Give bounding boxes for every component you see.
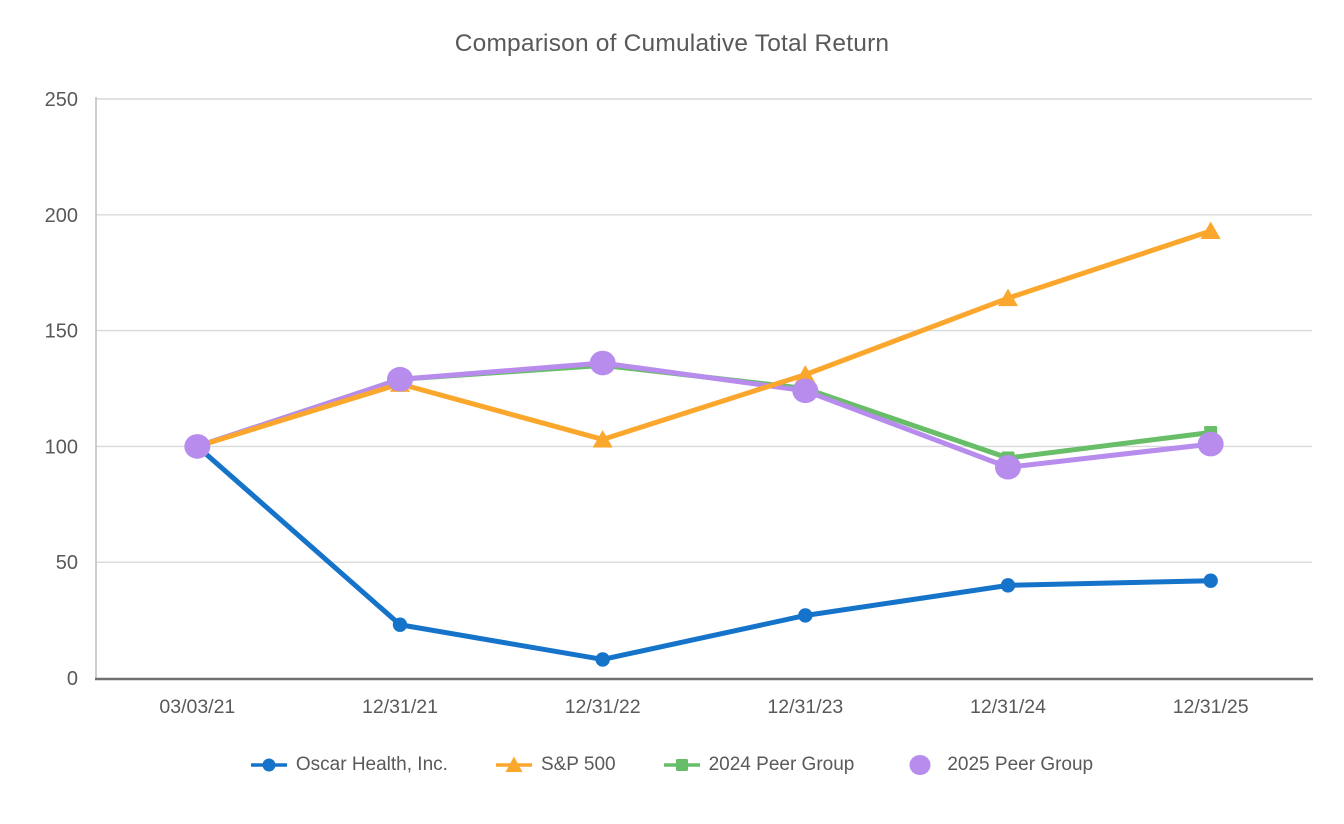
- y-tick-label-150: 150: [45, 321, 78, 343]
- marker-oscar-health-inc-12-31-23: [798, 608, 813, 623]
- series-line-s-p-500: [194, 228, 1214, 449]
- marker-s-p-500-12-31-24: [998, 288, 1018, 307]
- y-tick-label-100: 100: [45, 436, 78, 458]
- marker-s-p-500-12-31-25: [1200, 221, 1221, 240]
- y-tick-label-250: 250: [45, 89, 78, 111]
- marker-2025-peer-group-12-31-23: [792, 378, 819, 404]
- marker-2025-peer-group-12-31-25: [1197, 431, 1224, 457]
- marker-oscar-health-inc-12-31-22: [595, 652, 610, 667]
- y-tick-label-200: 200: [45, 205, 78, 227]
- legend-item-2025-peer-group: 2025 Peer Group: [902, 753, 1093, 777]
- legend-item-2024-peer-group: 2024 Peer Group: [663, 753, 855, 777]
- y-tick-label-0: 0: [67, 668, 78, 690]
- legend-label-oscar-health-inc: Oscar Health, Inc.: [295, 754, 448, 775]
- marker-oscar-health-inc-12-31-21: [392, 617, 408, 632]
- legend-marker-oscar-health-inc-icon: [250, 758, 287, 772]
- chart-title: Comparison of Cumulative Total Return: [454, 30, 890, 57]
- y-tick-label-50: 50: [56, 552, 78, 574]
- chart-legend: Oscar Health, Inc. S&P 500 2024 Peer Group…: [0, 753, 1344, 777]
- x-tick-label-12-31-25: 12/31/25: [1173, 696, 1249, 718]
- marker-s-p-500-12-31-22: [592, 429, 613, 448]
- marker-2025-peer-group-03-03-21: [184, 434, 211, 459]
- x-tick-label-12-31-24: 12/31/24: [970, 696, 1046, 718]
- marker-2025-peer-group-12-31-22: [589, 350, 616, 376]
- legend-item-s-p-500: S&P 500: [495, 753, 616, 777]
- legend-label-s-p-500: S&P 500: [540, 754, 616, 775]
- legend-marker-s-p-500-icon: [495, 756, 532, 772]
- legend-marker-2024-peer-group-icon: [663, 759, 700, 771]
- marker-2025-peer-group-12-31-21: [387, 366, 413, 392]
- legend-label-2025-peer-group: 2025 Peer Group: [947, 754, 1094, 775]
- series-line-2025-peer-group: [194, 360, 1214, 470]
- series-line-oscar-health-inc: [194, 443, 1214, 662]
- marker-oscar-health-inc-12-31-24: [1000, 578, 1016, 593]
- legend-label-2024-peer-group: 2024 Peer Group: [708, 754, 855, 775]
- marker-2025-peer-group-12-31-24: [995, 454, 1021, 480]
- x-tick-label-03-03-21: 03/03/21: [159, 696, 235, 718]
- marker-oscar-health-inc-12-31-25: [1203, 573, 1218, 588]
- x-tick-label-12-31-22: 12/31/22: [565, 696, 641, 718]
- legend-item-oscar-health-inc: Oscar Health, Inc.: [250, 753, 448, 777]
- legend-marker-2025-peer-group-icon: [909, 755, 931, 775]
- marker-s-p-500-12-31-23: [795, 365, 816, 383]
- x-tick-label-12-31-21: 12/31/21: [362, 696, 438, 718]
- x-tick-label-12-31-23: 12/31/23: [767, 696, 843, 718]
